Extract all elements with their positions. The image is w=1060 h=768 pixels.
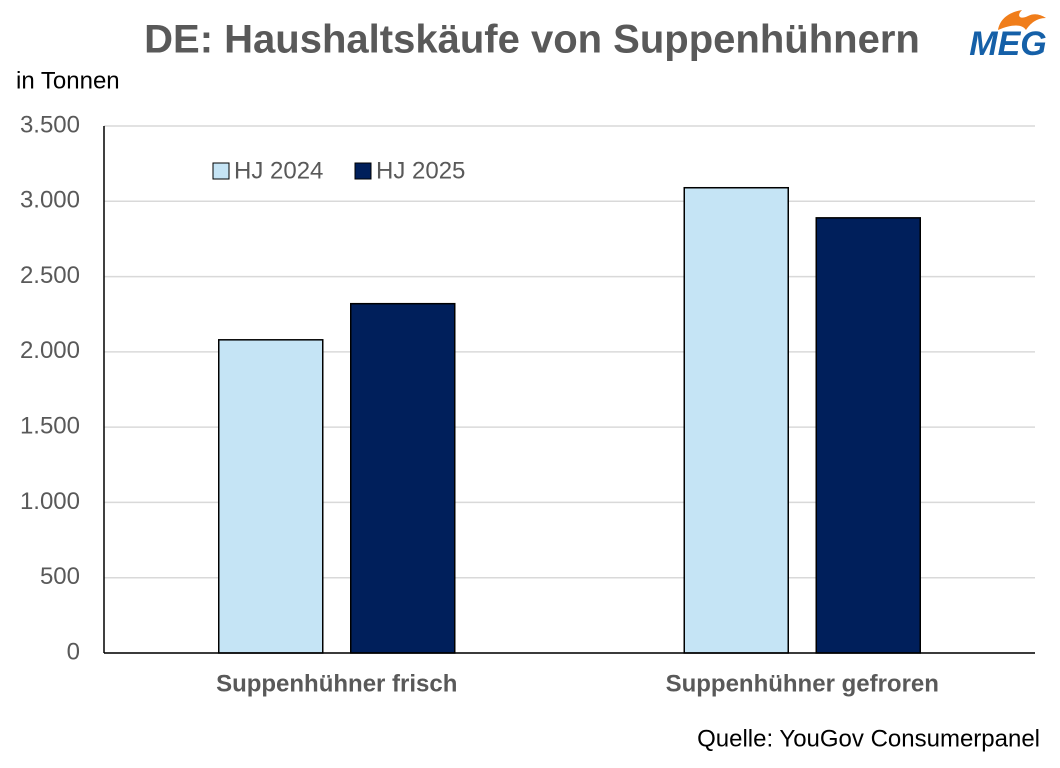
logo-flame (998, 10, 1046, 30)
y-tick-label: 2.000 (20, 337, 80, 364)
logo: MEG (969, 25, 1046, 63)
x-tick-label: Suppenhühner gefroren (666, 670, 939, 697)
bar (815, 217, 921, 654)
y-tick-label: 1.500 (20, 412, 80, 439)
y-tick-label: 1.000 (20, 488, 80, 515)
chart-title: DE: Haushaltskäufe von Suppenhühnern (144, 18, 920, 62)
bar (218, 339, 324, 654)
legend-label: HJ 2025 (376, 157, 465, 184)
y-tick-label: 3.500 (20, 111, 80, 138)
bar (350, 302, 456, 654)
y-tick-label: 3.000 (20, 187, 80, 214)
y-tick-label: 500 (40, 563, 80, 590)
x-tick-label: Suppenhühner frisch (216, 670, 457, 697)
legend-label: HJ 2024 (234, 157, 323, 184)
bar (683, 186, 789, 654)
y-axis-label: in Tonnen (16, 67, 120, 94)
source: Quelle: YouGov Consumerpanel (697, 725, 1040, 752)
y-tick-label: 0 (67, 638, 80, 665)
y-tick-label: 2.500 (20, 262, 80, 289)
legend-swatch (212, 162, 230, 180)
legend-swatch (354, 162, 372, 180)
